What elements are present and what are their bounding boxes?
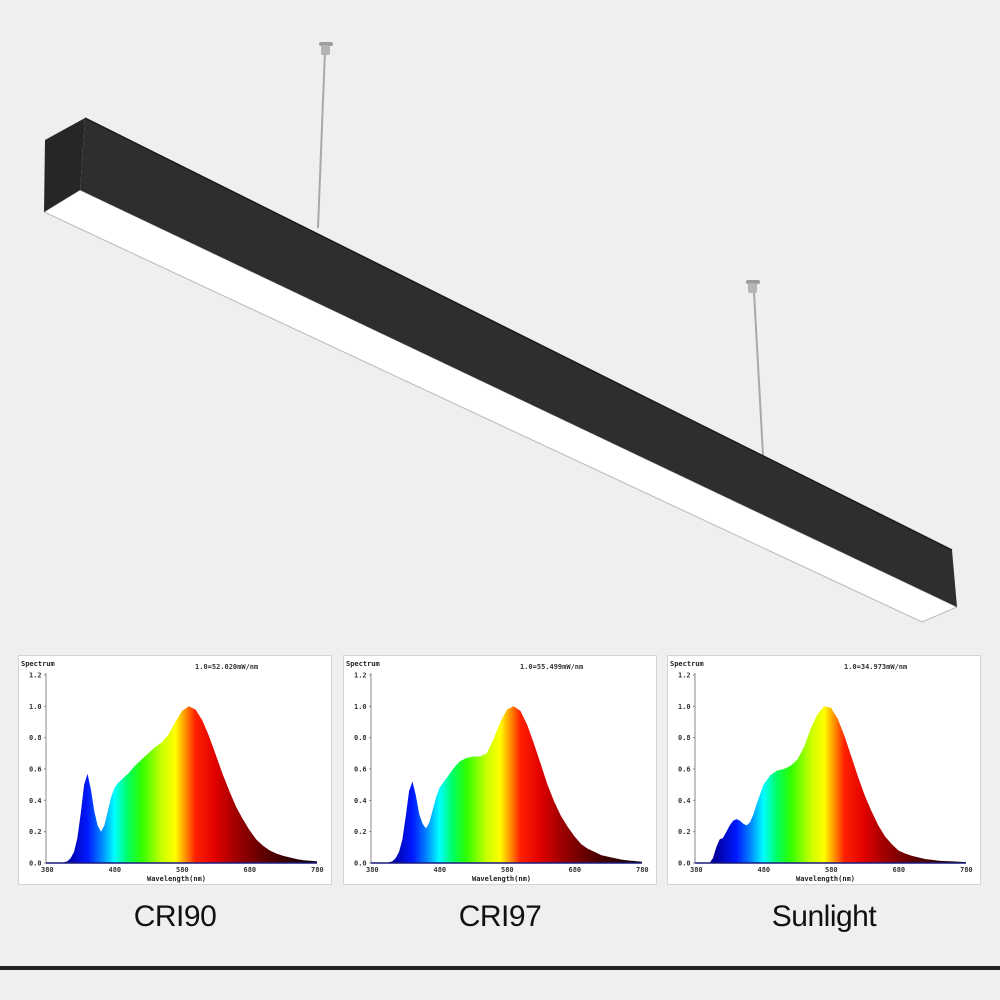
svg-text:0.0: 0.0 bbox=[354, 860, 367, 868]
svg-text:580: 580 bbox=[176, 866, 189, 874]
caption-cri97: CRI97 bbox=[458, 900, 542, 933]
chart-annotation: 1.0=34.973mW/nm bbox=[844, 663, 907, 671]
spectrum-area bbox=[47, 706, 317, 863]
svg-text:780: 780 bbox=[311, 866, 324, 874]
x-axis-label: Wavelength(nm) bbox=[472, 875, 531, 883]
svg-text:480: 480 bbox=[109, 866, 122, 874]
svg-text:1.2: 1.2 bbox=[678, 672, 691, 680]
svg-text:0.2: 0.2 bbox=[29, 828, 42, 836]
svg-text:0.4: 0.4 bbox=[678, 797, 691, 805]
lamp-end-cap bbox=[44, 118, 85, 212]
svg-text:1.0: 1.0 bbox=[29, 703, 42, 711]
svg-text:480: 480 bbox=[758, 866, 771, 874]
lamp-side-face bbox=[80, 118, 957, 607]
svg-text:1.0: 1.0 bbox=[678, 703, 691, 711]
svg-text:780: 780 bbox=[636, 866, 649, 874]
svg-text:0.4: 0.4 bbox=[354, 797, 367, 805]
svg-text:1.2: 1.2 bbox=[29, 672, 42, 680]
svg-text:0.2: 0.2 bbox=[678, 828, 691, 836]
chart-annotation: 1.0=55.499mW/nm bbox=[520, 663, 583, 671]
svg-text:0.8: 0.8 bbox=[678, 734, 691, 742]
product-illustration bbox=[42, 42, 959, 623]
svg-text:580: 580 bbox=[825, 866, 838, 874]
svg-text:380: 380 bbox=[41, 866, 54, 874]
chart-title: Spectrum bbox=[346, 660, 380, 668]
svg-text:0.0: 0.0 bbox=[678, 860, 691, 868]
chart-annotation: 1.0=52.020mW/nm bbox=[195, 663, 258, 671]
chart-title: Spectrum bbox=[670, 660, 704, 668]
svg-text:0.0: 0.0 bbox=[29, 860, 42, 868]
svg-text:0.6: 0.6 bbox=[678, 766, 691, 774]
spectrum-area bbox=[372, 706, 642, 863]
svg-text:380: 380 bbox=[690, 866, 703, 874]
svg-text:0.2: 0.2 bbox=[354, 828, 367, 836]
suspension-wire-right bbox=[746, 280, 764, 456]
svg-text:680: 680 bbox=[244, 866, 257, 874]
caption-sunlight: Sunlight bbox=[771, 900, 877, 933]
svg-text:0.8: 0.8 bbox=[354, 734, 367, 742]
divider-line bbox=[0, 966, 1000, 970]
x-axis-label: Wavelength(nm) bbox=[147, 875, 206, 883]
svg-text:380: 380 bbox=[366, 866, 379, 874]
chart-title: Spectrum bbox=[21, 660, 55, 668]
spectrum-area bbox=[696, 706, 966, 863]
led-diffuser bbox=[42, 189, 959, 623]
svg-text:680: 680 bbox=[893, 866, 906, 874]
svg-text:580: 580 bbox=[501, 866, 514, 874]
x-axis-label: Wavelength(nm) bbox=[796, 875, 855, 883]
svg-text:1.2: 1.2 bbox=[354, 672, 367, 680]
spectrum-chart-cri97: Spectrum 1.0=55.499mW/nm 0.0 0.2 0.4 0.6 0.8 1.… bbox=[343, 655, 657, 885]
svg-text:0.8: 0.8 bbox=[29, 734, 42, 742]
svg-text:0.6: 0.6 bbox=[29, 766, 42, 774]
spectrum-chart-sunlight: Spectrum 1.0=34.973mW/nm 0.0 0.2 0.4 0.6 0.8 1.… bbox=[667, 655, 981, 885]
svg-text:480: 480 bbox=[434, 866, 447, 874]
caption-cri90: CRI90 bbox=[133, 900, 217, 933]
svg-text:0.4: 0.4 bbox=[29, 797, 42, 805]
spectrum-chart-cri90: Spectrum 1.0=52.020mW/nm 0.0 0.2 0.4 0.6 0.8 1.… bbox=[18, 655, 332, 885]
suspension-wire-left bbox=[317, 42, 333, 229]
svg-text:1.0: 1.0 bbox=[354, 703, 367, 711]
svg-text:0.6: 0.6 bbox=[354, 766, 367, 774]
svg-text:680: 680 bbox=[569, 866, 582, 874]
svg-text:780: 780 bbox=[960, 866, 973, 874]
